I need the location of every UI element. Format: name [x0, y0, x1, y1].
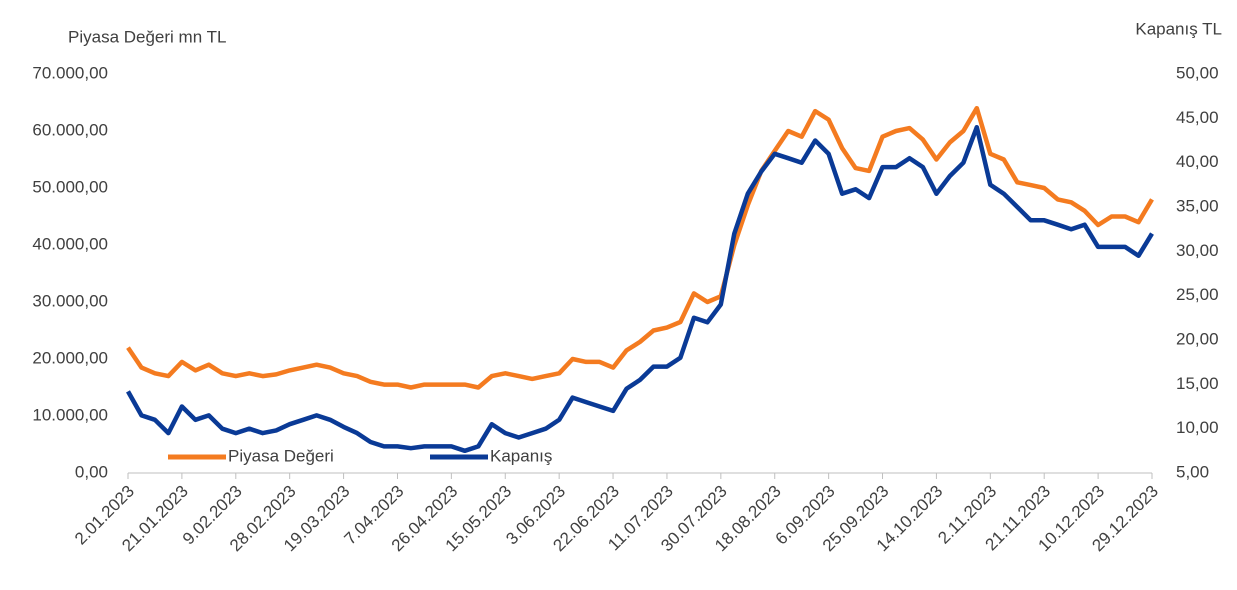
y-axis-title: Piyasa Değeri mn TL: [68, 27, 226, 46]
y-tick-label: 0,00: [75, 462, 108, 481]
y2-tick-label: 15,00: [1176, 374, 1219, 393]
y-tick-label: 30.000,00: [32, 291, 108, 310]
line-series: [126, 105, 1154, 390]
y-tick-label: 60.000,00: [32, 120, 108, 139]
y2-tick-label: 50,00: [1176, 63, 1219, 82]
line-series: [126, 124, 1154, 454]
y-tick-label: 70.000,00: [32, 63, 108, 82]
y-tick-label: 20.000,00: [32, 348, 108, 367]
y2-tick-label: 30,00: [1176, 241, 1219, 260]
y2-tick-label: 35,00: [1176, 196, 1219, 215]
y-tick-label: 50.000,00: [32, 177, 108, 196]
y2-tick-label: 40,00: [1176, 152, 1219, 171]
y-tick-label: 10.000,00: [32, 405, 108, 424]
y2-tick-label: 25,00: [1176, 285, 1219, 304]
y2-tick-label: 20,00: [1176, 329, 1219, 348]
y2-tick-label: 45,00: [1176, 108, 1219, 127]
legend-label: Kapanış: [490, 446, 552, 465]
y-tick-label: 40.000,00: [32, 234, 108, 253]
legend-label: Piyasa Değeri: [228, 446, 334, 465]
y2-axis-title: Kapanış TL: [1135, 19, 1222, 38]
y2-tick-label: 10,00: [1176, 418, 1219, 437]
y2-tick-label: 5,00: [1176, 462, 1209, 481]
